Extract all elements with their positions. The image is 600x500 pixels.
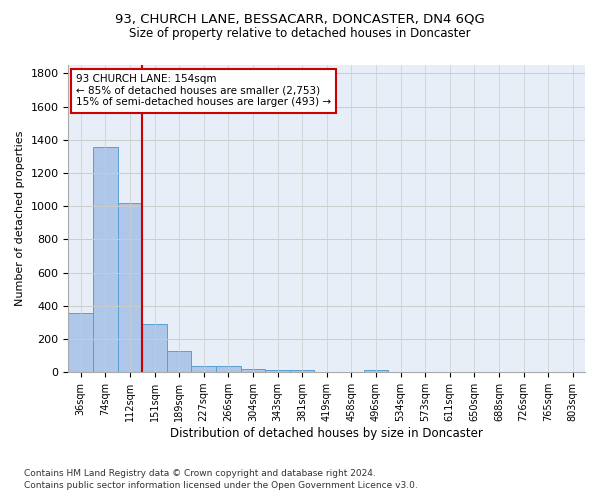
Bar [118,203,142,372]
Text: Contains public sector information licensed under the Open Government Licence v3: Contains public sector information licen… [24,481,418,490]
Text: 93 CHURCH LANE: 154sqm
← 85% of detached houses are smaller (2,753)
15% of semi-: 93 CHURCH LANE: 154sqm ← 85% of detached… [76,74,331,108]
Bar [167,352,191,372]
X-axis label: Distribution of detached houses by size in Doncaster: Distribution of detached houses by size … [170,427,483,440]
Bar [364,370,388,372]
Text: Contains HM Land Registry data © Crown copyright and database right 2024.: Contains HM Land Registry data © Crown c… [24,468,376,477]
Text: 93, CHURCH LANE, BESSACARR, DONCASTER, DN4 6QG: 93, CHURCH LANE, BESSACARR, DONCASTER, D… [115,12,485,26]
Y-axis label: Number of detached properties: Number of detached properties [15,131,25,306]
Bar [191,366,216,372]
Bar [216,366,241,372]
Bar [93,147,118,372]
Bar [142,324,167,372]
Bar [68,314,93,372]
Bar [265,370,290,372]
Bar [290,370,314,372]
Text: Size of property relative to detached houses in Doncaster: Size of property relative to detached ho… [129,28,471,40]
Bar [241,369,265,372]
